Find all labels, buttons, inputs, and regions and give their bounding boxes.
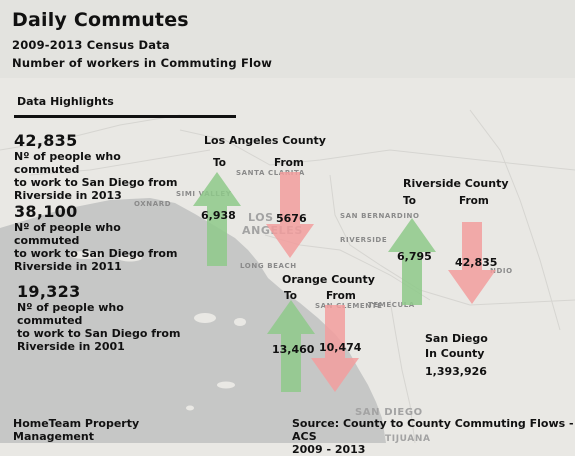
page-title: Daily Commutes — [12, 9, 189, 31]
map-label-ndio: NDIO — [490, 267, 513, 275]
orange-to-arrow — [267, 300, 315, 392]
la-county-label: Los Angeles County — [204, 134, 326, 147]
map-label-riverside: RIVERSIDE — [340, 236, 387, 244]
org-name: HomeTeam Property Management — [13, 417, 139, 443]
island — [70, 251, 102, 259]
la-to-label: To — [213, 157, 226, 169]
riverside-to-arrow — [388, 218, 436, 305]
stat-description-line: Riverside in 2001 — [17, 340, 125, 353]
page-subtitle-2: Number of workers in Commuting Flow — [12, 56, 273, 70]
map-label-san-bernardino: SAN BERNARDINO — [340, 212, 420, 220]
island — [118, 254, 142, 262]
orange-county-label: Orange County — [282, 273, 375, 286]
source-note-line: 2009 - 2013 — [292, 443, 366, 456]
stat-description: Nº of people who commuted to work to San… — [14, 221, 189, 273]
la-to-arrow — [193, 172, 241, 266]
map-label-santa-clarita: SANTA CLARITA — [236, 169, 305, 177]
san-diego-label-line: San Diego — [425, 332, 488, 345]
la-from-arrow — [266, 172, 314, 258]
source-note: Source: County to County Commuting Flows… — [292, 417, 575, 456]
highlights-heading: Data Highlights — [17, 95, 114, 108]
riverside-county-label: Riverside County — [403, 177, 509, 190]
map-label-tijuana: TIJUANA — [385, 434, 431, 443]
stat-description-line: Riverside in 2013 — [14, 189, 122, 202]
riverside-from-label: From — [459, 195, 489, 207]
stat-description: Nº of people who commuted to work to San… — [14, 150, 189, 202]
map-label-san-clemente: SAN CLEMENTE — [315, 302, 383, 310]
stat-value: 42,835 — [14, 131, 78, 150]
orange-from-value: 10,474 — [319, 341, 362, 354]
stat-description-line: Riverside in 2011 — [14, 260, 122, 273]
stat-description: Nº of people who commuted to work to San… — [17, 301, 192, 353]
la-from-value: 5676 — [276, 212, 307, 225]
la-from-label: From — [274, 157, 304, 169]
riverside-to-value: 6,795 — [397, 250, 432, 263]
org-name-line: Management — [13, 430, 94, 443]
org-name-line: HomeTeam Property — [13, 417, 140, 430]
stat-value: 19,323 — [17, 282, 81, 301]
map-label-temecula: TEMECULA — [368, 301, 415, 309]
basemap: SANTA CLARITA SIMI VALLEY OXNARD LOS ANG… — [0, 109, 575, 443]
page-subtitle: 2009-2013 Census Data — [12, 38, 170, 52]
stat-value: 38,100 — [14, 202, 78, 221]
stat-description-line: Nº of people who commuted — [17, 301, 124, 327]
map-label-san-diego: SAN DIEGO — [355, 407, 423, 418]
map-label-los: LOS — [248, 211, 274, 224]
san-diego-county-label: San Diego In County — [425, 331, 488, 361]
stat-description-line: Nº of people who commuted — [14, 221, 121, 247]
orange-to-value: 13,460 — [272, 343, 315, 356]
highlights-divider — [14, 115, 236, 118]
island — [186, 405, 194, 411]
island — [194, 313, 216, 323]
riverside-from-arrow — [448, 222, 496, 304]
map-label-long-beach: LONG BEACH — [240, 262, 297, 270]
san-diego-label-line: In County — [425, 347, 485, 360]
san-diego-value: 1,393,926 — [425, 365, 487, 378]
map-label-oxnard: OXNARD — [134, 200, 171, 208]
island — [234, 318, 246, 326]
stat-description-line: Nº of people who commuted — [14, 150, 121, 176]
orange-to-label: To — [284, 290, 297, 302]
stat-description-line: to work to San Diego from — [17, 327, 181, 340]
riverside-to-label: To — [403, 195, 416, 207]
orange-from-label: From — [326, 290, 356, 302]
stat-description-line: to work to San Diego from — [14, 176, 178, 189]
stat-description-line: to work to San Diego from — [14, 247, 178, 260]
la-to-value: 6,938 — [201, 209, 236, 222]
orange-from-arrow — [311, 305, 359, 392]
riverside-from-value: 42,835 — [455, 256, 498, 269]
island — [217, 381, 235, 389]
source-note-line: Source: County to County Commuting Flows… — [292, 417, 574, 443]
